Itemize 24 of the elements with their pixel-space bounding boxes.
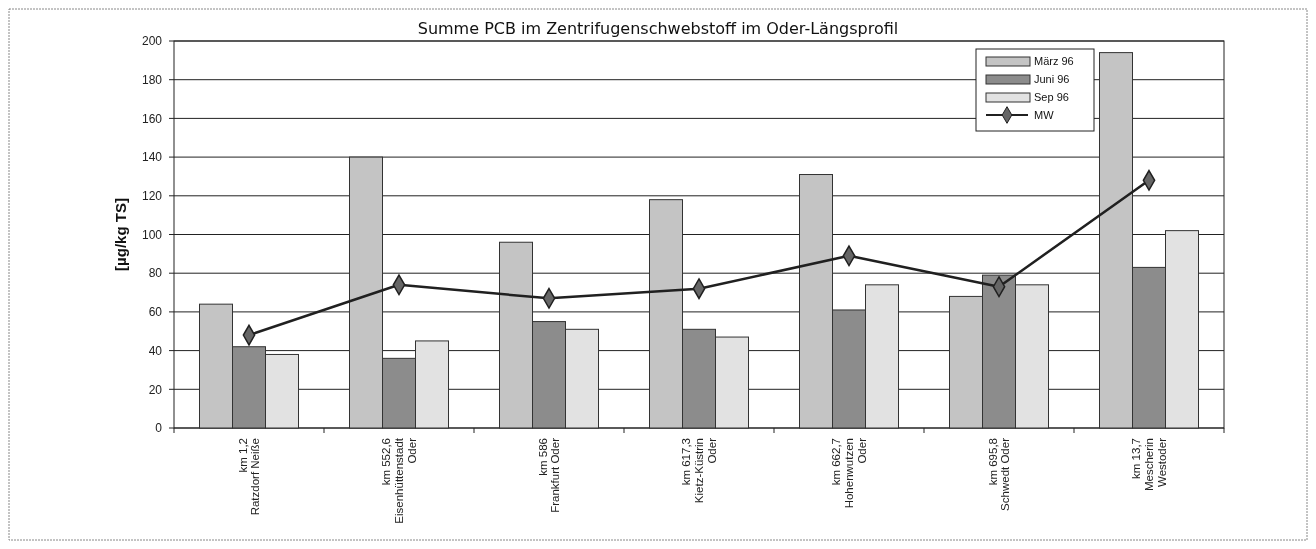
y-axis-title: [µg/kg TS] bbox=[112, 198, 129, 271]
x-tick-label: km 695,8 Schwedt Oder bbox=[986, 437, 1012, 511]
y-tick-label: 40 bbox=[148, 343, 163, 358]
y-tick-label: 0 bbox=[155, 421, 163, 436]
legend-label: März 96 bbox=[1034, 54, 1074, 67]
x-tick-label: km 586 Frankfurt Oder bbox=[536, 437, 562, 513]
x-tick-label: km 13,7 Mescherin Westoder bbox=[1130, 437, 1168, 492]
legend-label: MW bbox=[1034, 108, 1055, 121]
chart-title: Summe PCB im Zentrifugenschwebstoff im Oder-Längsprofil bbox=[417, 19, 899, 38]
x-tick-label: km 552,6 Eisenhüttenstadt Oder bbox=[380, 437, 418, 524]
y-tick-label: 20 bbox=[148, 382, 163, 397]
legend-label: Juni 96 bbox=[1034, 72, 1070, 85]
y-tick-label: 60 bbox=[148, 305, 163, 320]
y-tick-label: 120 bbox=[141, 189, 163, 203]
y-tick-label: 100 bbox=[141, 227, 163, 242]
y-tick-label: 200 bbox=[141, 34, 163, 49]
x-tick-label: km 1,2 Ratzdorf Neiße bbox=[236, 438, 262, 516]
x-tick-label: km 662,7 Hohenwutzen Oder bbox=[830, 437, 868, 509]
legend-label: Sep 96 bbox=[1034, 90, 1069, 103]
y-tick-label: 140 bbox=[141, 150, 163, 165]
y-tick-label: 180 bbox=[141, 72, 163, 87]
y-tick-label: 160 bbox=[141, 111, 163, 126]
y-tick-label: 80 bbox=[148, 266, 163, 281]
x-tick-label: km 617,3 Kietz-Küstrin Oder bbox=[680, 437, 718, 504]
